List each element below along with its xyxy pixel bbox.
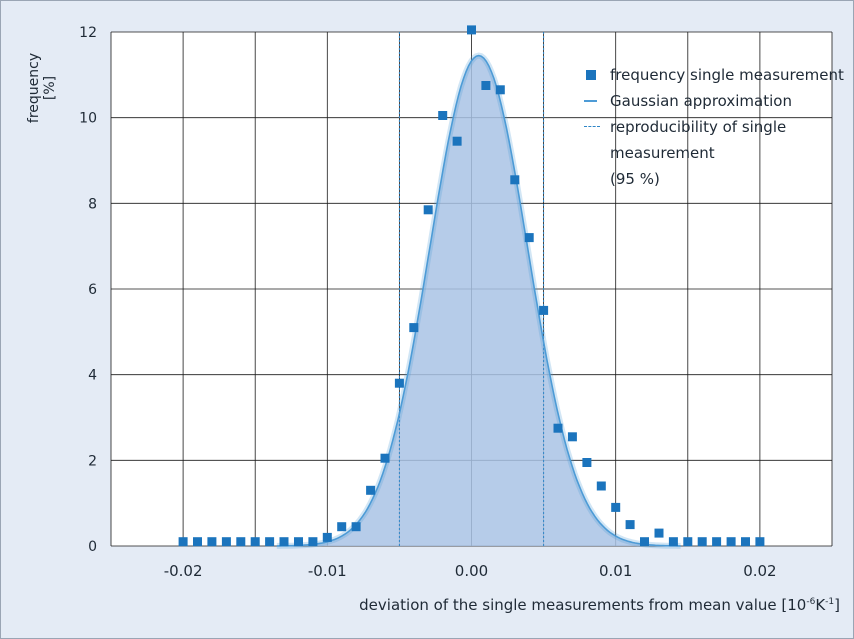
data-point [308, 537, 318, 547]
data-point [611, 502, 621, 512]
data-point [654, 528, 664, 538]
legend: frequency single measurement Gaussian ap… [584, 62, 846, 192]
data-point [481, 81, 491, 90]
x-axis-label-end: ] [834, 596, 840, 614]
legend-item-reproducibility: reproducibility of single [584, 114, 846, 140]
y-axis-label: frequency [%] [26, 52, 58, 124]
data-point [207, 537, 217, 547]
y-tick-label: 4 [88, 368, 97, 384]
data-point [755, 537, 765, 547]
data-point [625, 520, 635, 530]
data-point [553, 423, 563, 433]
data-point [524, 233, 534, 243]
legend-item-gaussian: Gaussian approximation [584, 88, 846, 114]
data-point [438, 111, 448, 120]
tick-labels: 0 2 4 6 8 10 12 -0.02 -0.01 0.00 0.01 0.02 [79, 25, 776, 580]
data-point [178, 537, 188, 547]
y-tick-label: 10 [79, 111, 97, 127]
data-point [712, 537, 722, 547]
x-axis-label-exp2: -1 [825, 597, 835, 607]
data-point [265, 537, 275, 547]
gaussian-curve-layer [276, 52, 681, 549]
data-point [467, 25, 476, 35]
data-point [294, 537, 303, 547]
data-point [452, 136, 462, 146]
data-point [539, 305, 549, 315]
x-tick-label: 0.02 [743, 562, 776, 580]
reproducibility-lines [398, 32, 545, 546]
data-point [683, 537, 693, 547]
data-point [726, 537, 736, 547]
data-point [322, 532, 332, 542]
data-point [596, 481, 606, 491]
data-point [495, 85, 505, 95]
data-point [741, 537, 750, 547]
data-point [697, 537, 707, 547]
data-point [394, 378, 404, 388]
data-point [279, 537, 289, 547]
data-point [567, 432, 577, 442]
data-point [250, 537, 260, 547]
legend-label-reproducibility-line2: measurement [610, 144, 715, 162]
x-axis-label-main: deviation of the single measurements fro… [359, 596, 807, 614]
legend-item-frequency: frequency single measurement [584, 62, 846, 88]
x-tick-label: 0.01 [599, 562, 632, 580]
gaussian-curve [276, 54, 681, 547]
data-point [236, 537, 246, 547]
y-tick-label: 6 [88, 282, 97, 298]
data-point [640, 537, 649, 547]
gaussian-area [276, 55, 681, 546]
y-tick-label: 12 [79, 25, 97, 41]
data-point [423, 205, 433, 215]
legend-label-frequency: frequency single measurement [610, 66, 844, 84]
data-point [221, 537, 231, 547]
x-tick-label: -0.01 [308, 562, 347, 580]
data-point [193, 537, 202, 547]
data-point [582, 458, 592, 467]
data-point [337, 522, 347, 532]
y-tick-label: 0 [88, 539, 97, 555]
x-axis-label: deviation of the single measurements fro… [0, 596, 840, 614]
legend-label-reproducibility: reproducibility of single [610, 118, 787, 136]
data-point [380, 453, 390, 463]
y-tick-label: 8 [88, 196, 97, 212]
data-point [366, 485, 376, 495]
y-tick-label: 2 [88, 453, 97, 469]
data-point [668, 537, 678, 547]
legend-label-gaussian: Gaussian approximation [610, 92, 792, 110]
data-points [178, 25, 765, 547]
legend-square-marker [586, 70, 596, 80]
data-point [510, 175, 520, 185]
legend-solid-line [584, 100, 597, 102]
gaussian-fill-layer [276, 55, 681, 546]
x-tick-label: -0.02 [164, 562, 203, 580]
x-axis-label-exp1: -6 [806, 597, 816, 607]
data-point [351, 522, 361, 532]
legend-label-reproducibility-line3: (95 %) [610, 170, 660, 188]
x-tick-label: 0.00 [455, 562, 488, 580]
x-axis-label-unit: K [815, 596, 826, 614]
legend-dashed-line [584, 126, 600, 127]
data-point [409, 323, 419, 333]
